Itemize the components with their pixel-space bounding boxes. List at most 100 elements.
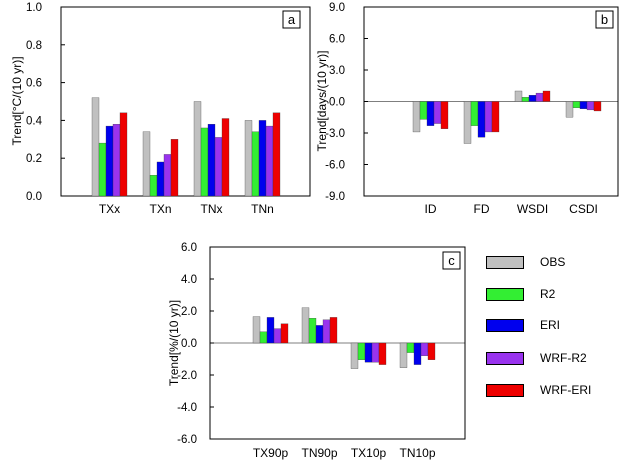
- y-tick-label: 1.0: [26, 2, 42, 14]
- bar-obs-tx90p: [252, 316, 261, 344]
- bar-eri-wsdi: [528, 95, 537, 102]
- x-tick-label-tx90p: TX90p: [253, 446, 289, 460]
- bar-eri-txx: [105, 125, 114, 197]
- legend-item-wrf-eri: WRF-ERI: [486, 383, 621, 400]
- bar-eri-id: [426, 101, 435, 126]
- legend-label-wrf-eri: WRF-ERI: [540, 383, 592, 397]
- y-tick-label: 0.8: [26, 40, 42, 52]
- bar-r2-tnn: [251, 131, 260, 197]
- bar-eri-csdi: [579, 101, 588, 109]
- bar-obs-txx: [91, 97, 100, 197]
- x-tick-label-txn: TXn: [149, 202, 171, 216]
- bar-wrf-r2-tx10p: [371, 342, 380, 363]
- bar-wrf-eri-tnn: [272, 112, 281, 197]
- bar-obs-tn90p: [301, 307, 310, 344]
- x-tick-label-tnn: TNn: [251, 202, 274, 216]
- y-tick-label: 0.0: [26, 191, 42, 203]
- y-tick-label: -2.0: [177, 370, 197, 382]
- bar-obs-id: [412, 101, 421, 133]
- x-tick-label-tn90p: TN90p: [301, 446, 337, 460]
- bar-wrf-eri-tx90p: [280, 323, 289, 344]
- x-tick-label-csdi: CSDI: [569, 202, 598, 216]
- x-tick-label-wsdi: WSDI: [517, 202, 548, 216]
- legend-item-r2: R2: [486, 287, 621, 304]
- y-tick-label: 9.0: [329, 2, 345, 14]
- bar-r2-tx10p: [357, 342, 366, 360]
- legend-swatch-r2: [486, 288, 524, 301]
- bar-wrf-eri-tn10p: [427, 342, 436, 360]
- panel-c-ylabel: Trend[%/(10 yr)]: [167, 300, 181, 386]
- y-tick-label: 0.6: [26, 78, 42, 90]
- panel-a-tag-box: [282, 10, 301, 29]
- bar-wrf-r2-csdi: [586, 101, 595, 111]
- bar-wrf-eri-wsdi: [542, 90, 551, 102]
- bar-wrf-r2-tnn: [265, 125, 274, 197]
- bar-obs-wsdi: [514, 90, 523, 102]
- bar-eri-tnx: [207, 124, 216, 197]
- bar-r2-tn90p: [308, 318, 317, 344]
- bar-obs-txn: [142, 131, 151, 197]
- y-tick-label: 6.0: [181, 242, 197, 254]
- x-tick-label-tx10p: TX10p: [351, 446, 387, 460]
- y-tick-label: -6.0: [325, 160, 345, 172]
- legend-item-obs: OBS: [486, 255, 621, 272]
- panel-c-tag-box: [442, 251, 461, 270]
- legend-label-obs: OBS: [540, 255, 566, 269]
- bar-obs-tnx: [193, 101, 202, 197]
- bar-eri-tn90p: [315, 325, 324, 344]
- bar-eri-tnn: [258, 120, 267, 197]
- bar-wrf-r2-tn10p: [420, 342, 429, 356]
- bar-obs-tn10p: [399, 342, 408, 368]
- bar-r2-txn: [149, 175, 158, 197]
- x-tick-label-fd: FD: [474, 202, 490, 216]
- bar-wrf-r2-tnx: [214, 137, 223, 197]
- legend-item-wrf-r2: WRF-R2: [486, 351, 621, 368]
- bar-wrf-eri-id: [440, 101, 449, 129]
- panel-c-tag: c: [448, 253, 455, 268]
- bar-r2-tn10p: [406, 342, 415, 353]
- bar-eri-fd: [477, 101, 486, 138]
- legend-label-wrf-r2: WRF-R2: [540, 351, 587, 365]
- panel-a-x-axis: TXx TXn TNx TNn: [99, 202, 274, 216]
- bar-eri-txn: [156, 161, 165, 197]
- bar-r2-wsdi: [521, 97, 530, 102]
- y-tick-label: -6.0: [177, 434, 197, 446]
- panel-b-chart: Trend[days/(10 yr)] b -9.0 -6.0 -3.0 0.0 3.0…: [315, 2, 619, 216]
- bar-wrf-eri-txx: [119, 112, 128, 197]
- bar-r2-csdi: [572, 101, 581, 108]
- bar-obs-fd: [463, 101, 472, 144]
- bar-obs-csdi: [565, 101, 574, 118]
- bar-eri-tx90p: [266, 317, 275, 344]
- legend-swatch-wrf-eri: [486, 384, 524, 397]
- bar-r2-fd: [470, 101, 479, 126]
- bar-wrf-eri-csdi: [593, 101, 602, 112]
- panel-a-ylabel: Trend[°C/(10 yr)]: [10, 56, 24, 145]
- legend-swatch-obs: [486, 256, 524, 269]
- bar-wrf-r2-txx: [112, 124, 121, 197]
- bar-wrf-r2-tn90p: [322, 319, 331, 344]
- bar-wrf-r2-txn: [163, 154, 172, 197]
- y-tick-label: 0.0: [181, 338, 197, 350]
- x-tick-label-tn10p: TN10p: [399, 446, 435, 460]
- bar-wrf-eri-tx10p: [378, 342, 387, 365]
- bar-wrf-eri-tnx: [221, 118, 230, 197]
- y-tick-label: -4.0: [177, 402, 197, 414]
- bar-obs-tnn: [244, 120, 253, 197]
- bar-wrf-r2-tx90p: [273, 328, 282, 344]
- panel-b-tag-box: [595, 10, 614, 29]
- panel-b-x-axis: ID FD WSDI CSDI: [425, 202, 598, 216]
- bar-obs-tx10p: [350, 342, 359, 369]
- panel-c-bars: [252, 307, 436, 369]
- y-tick-label: -9.0: [325, 191, 345, 203]
- y-tick-label: 4.0: [181, 274, 197, 286]
- panel-c-x-axis: TX90p TN90p TX10p TN10p: [253, 446, 436, 460]
- bar-r2-id: [419, 101, 428, 120]
- legend-swatch-eri: [486, 319, 524, 332]
- bar-wrf-r2-id: [433, 101, 442, 124]
- y-tick-label: 3.0: [329, 65, 345, 77]
- legend-label-eri: ERI: [540, 318, 561, 332]
- bar-r2-tnx: [200, 127, 209, 197]
- y-tick-label: 6.0: [329, 34, 345, 46]
- bar-eri-tn10p: [413, 342, 422, 365]
- y-tick-label: 0.4: [26, 115, 43, 127]
